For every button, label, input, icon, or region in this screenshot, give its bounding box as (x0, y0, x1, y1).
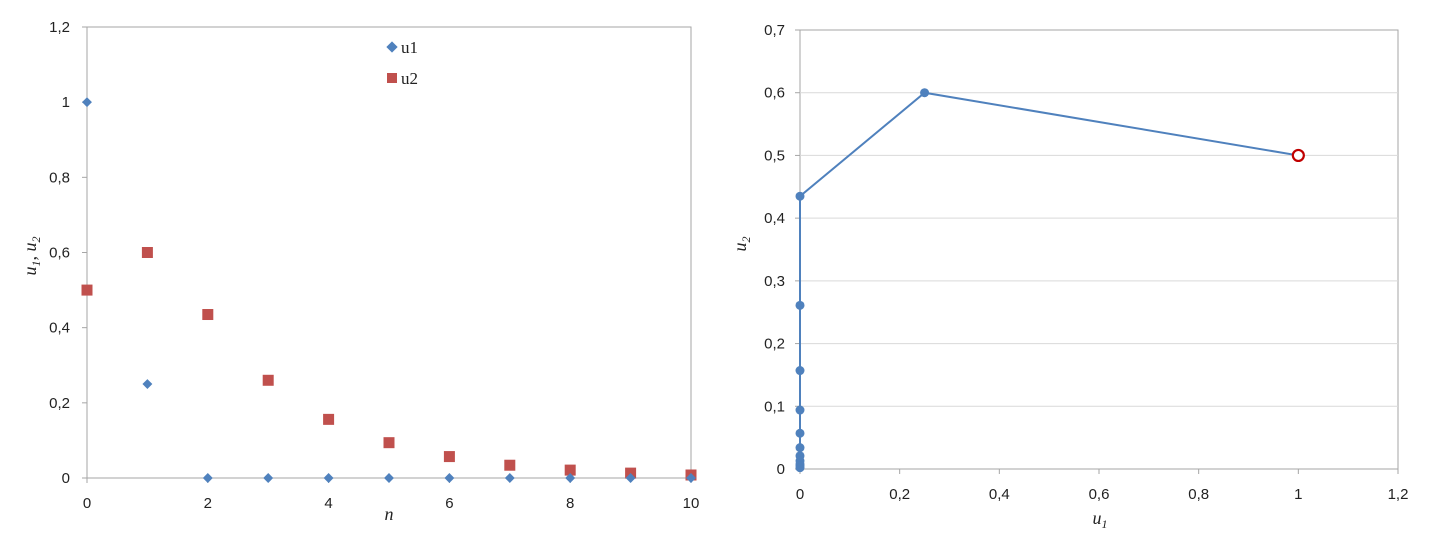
trajectory-point (795, 405, 805, 415)
left-chart: 0 0,2 0,4 0,6 0,8 1 1,2 0 2 4 6 8 10 u1 u2 n u1, u2 (20, 19, 699, 524)
u1-point (142, 379, 153, 389)
u1-point (323, 473, 334, 483)
u1-point (444, 473, 455, 483)
right-x-axis-title: u1 (1093, 508, 1108, 531)
u1-point (202, 473, 213, 483)
left-y-axis-title: u1, u2 (20, 237, 43, 276)
right-plot-frame (799, 29, 1399, 470)
right-x-tick-label: 0,2 (889, 486, 910, 503)
u1-point (263, 473, 274, 483)
trajectory-point (795, 366, 805, 376)
u1-point (384, 473, 394, 483)
left-x-tick-label: 10 (683, 495, 700, 512)
right-x-ticks: 0 0,2 0,4 0,6 0,8 1 1,2 (796, 469, 1409, 503)
right-y-tick-label: 0,7 (764, 22, 785, 39)
right-y-tick-label: 0,5 (764, 147, 785, 164)
trajectory-point (920, 88, 930, 98)
trajectory-point (795, 443, 805, 453)
trajectory-point (795, 191, 805, 201)
right-y-tick-label: 0,6 (764, 85, 785, 102)
left-legend: u1 u2 (386, 38, 418, 88)
right-x-tick-label: 1,2 (1388, 486, 1409, 503)
right-data-marks (795, 88, 1305, 473)
left-x-tick-label: 6 (445, 495, 453, 512)
right-y-tick-label: 0,3 (764, 273, 785, 290)
u2-point (504, 459, 516, 471)
start-point-marker (1291, 148, 1305, 163)
right-y-ticks: 0 0,1 0,2 0,3 0,4 0,5 0,6 0,7 (764, 22, 800, 478)
left-y-tick-label: 0,8 (49, 169, 70, 186)
u1-point (686, 473, 696, 483)
right-chart: 0 0,1 0,2 0,3 0,4 0,5 0,6 0,7 0 0,2 0,4 0,6 0,8 1 1,2… (730, 22, 1408, 531)
u2-point (564, 464, 576, 476)
right-x-tick-label: 0,8 (1188, 486, 1209, 503)
trajectory-point (795, 428, 805, 438)
legend-u2-label: u2 (401, 69, 418, 88)
right-x-tick-label: 1 (1294, 486, 1302, 503)
left-x-tick-label: 0 (83, 495, 91, 512)
left-y-tick-label: 0,4 (49, 320, 70, 337)
u1-point (565, 473, 576, 483)
left-y-tick-label: 0 (62, 470, 70, 487)
right-y-tick-label: 0,2 (764, 336, 785, 353)
u2-point (323, 413, 335, 425)
u2-point (202, 309, 214, 321)
left-y-ticks: 0 0,2 0,4 0,6 0,8 1 1,2 (49, 19, 87, 487)
left-y-tick-label: 1,2 (49, 19, 70, 36)
right-gridlines (800, 92, 1398, 407)
u2-point (81, 284, 93, 296)
left-y-tick-label: 1 (62, 94, 70, 111)
left-y-tick-label: 0,2 (49, 395, 70, 412)
left-plot-frame (86, 26, 692, 479)
left-data-marks (81, 97, 697, 483)
right-x-tick-label: 0,6 (1089, 486, 1110, 503)
u1-point (625, 473, 636, 483)
left-x-tick-label: 8 (566, 495, 574, 512)
right-y-axis-title: u2 (730, 237, 753, 252)
u1-point (504, 473, 515, 483)
right-y-tick-label: 0 (777, 461, 785, 478)
left-x-tick-label: 2 (204, 495, 212, 512)
u1-point (82, 97, 92, 108)
legend-u1-label: u1 (401, 38, 418, 57)
left-x-tick-label: 4 (324, 495, 332, 512)
right-y-tick-label: 0,1 (764, 398, 785, 415)
left-y-tick-label: 0,6 (49, 245, 70, 262)
right-x-tick-label: 0 (796, 486, 804, 503)
trajectory-line (799, 91, 1299, 468)
right-x-tick-label: 0,4 (989, 486, 1010, 503)
u2-point (141, 247, 153, 258)
right-y-tick-label: 0,4 (764, 210, 785, 227)
trajectory-point (795, 463, 805, 473)
left-x-axis-title: n (385, 504, 394, 524)
u2-point (383, 437, 395, 449)
u2-point (443, 451, 455, 463)
legend-u2-marker (387, 73, 397, 83)
u2-point (262, 374, 274, 386)
trajectory-point (795, 300, 805, 310)
legend-u1-marker (386, 41, 398, 53)
